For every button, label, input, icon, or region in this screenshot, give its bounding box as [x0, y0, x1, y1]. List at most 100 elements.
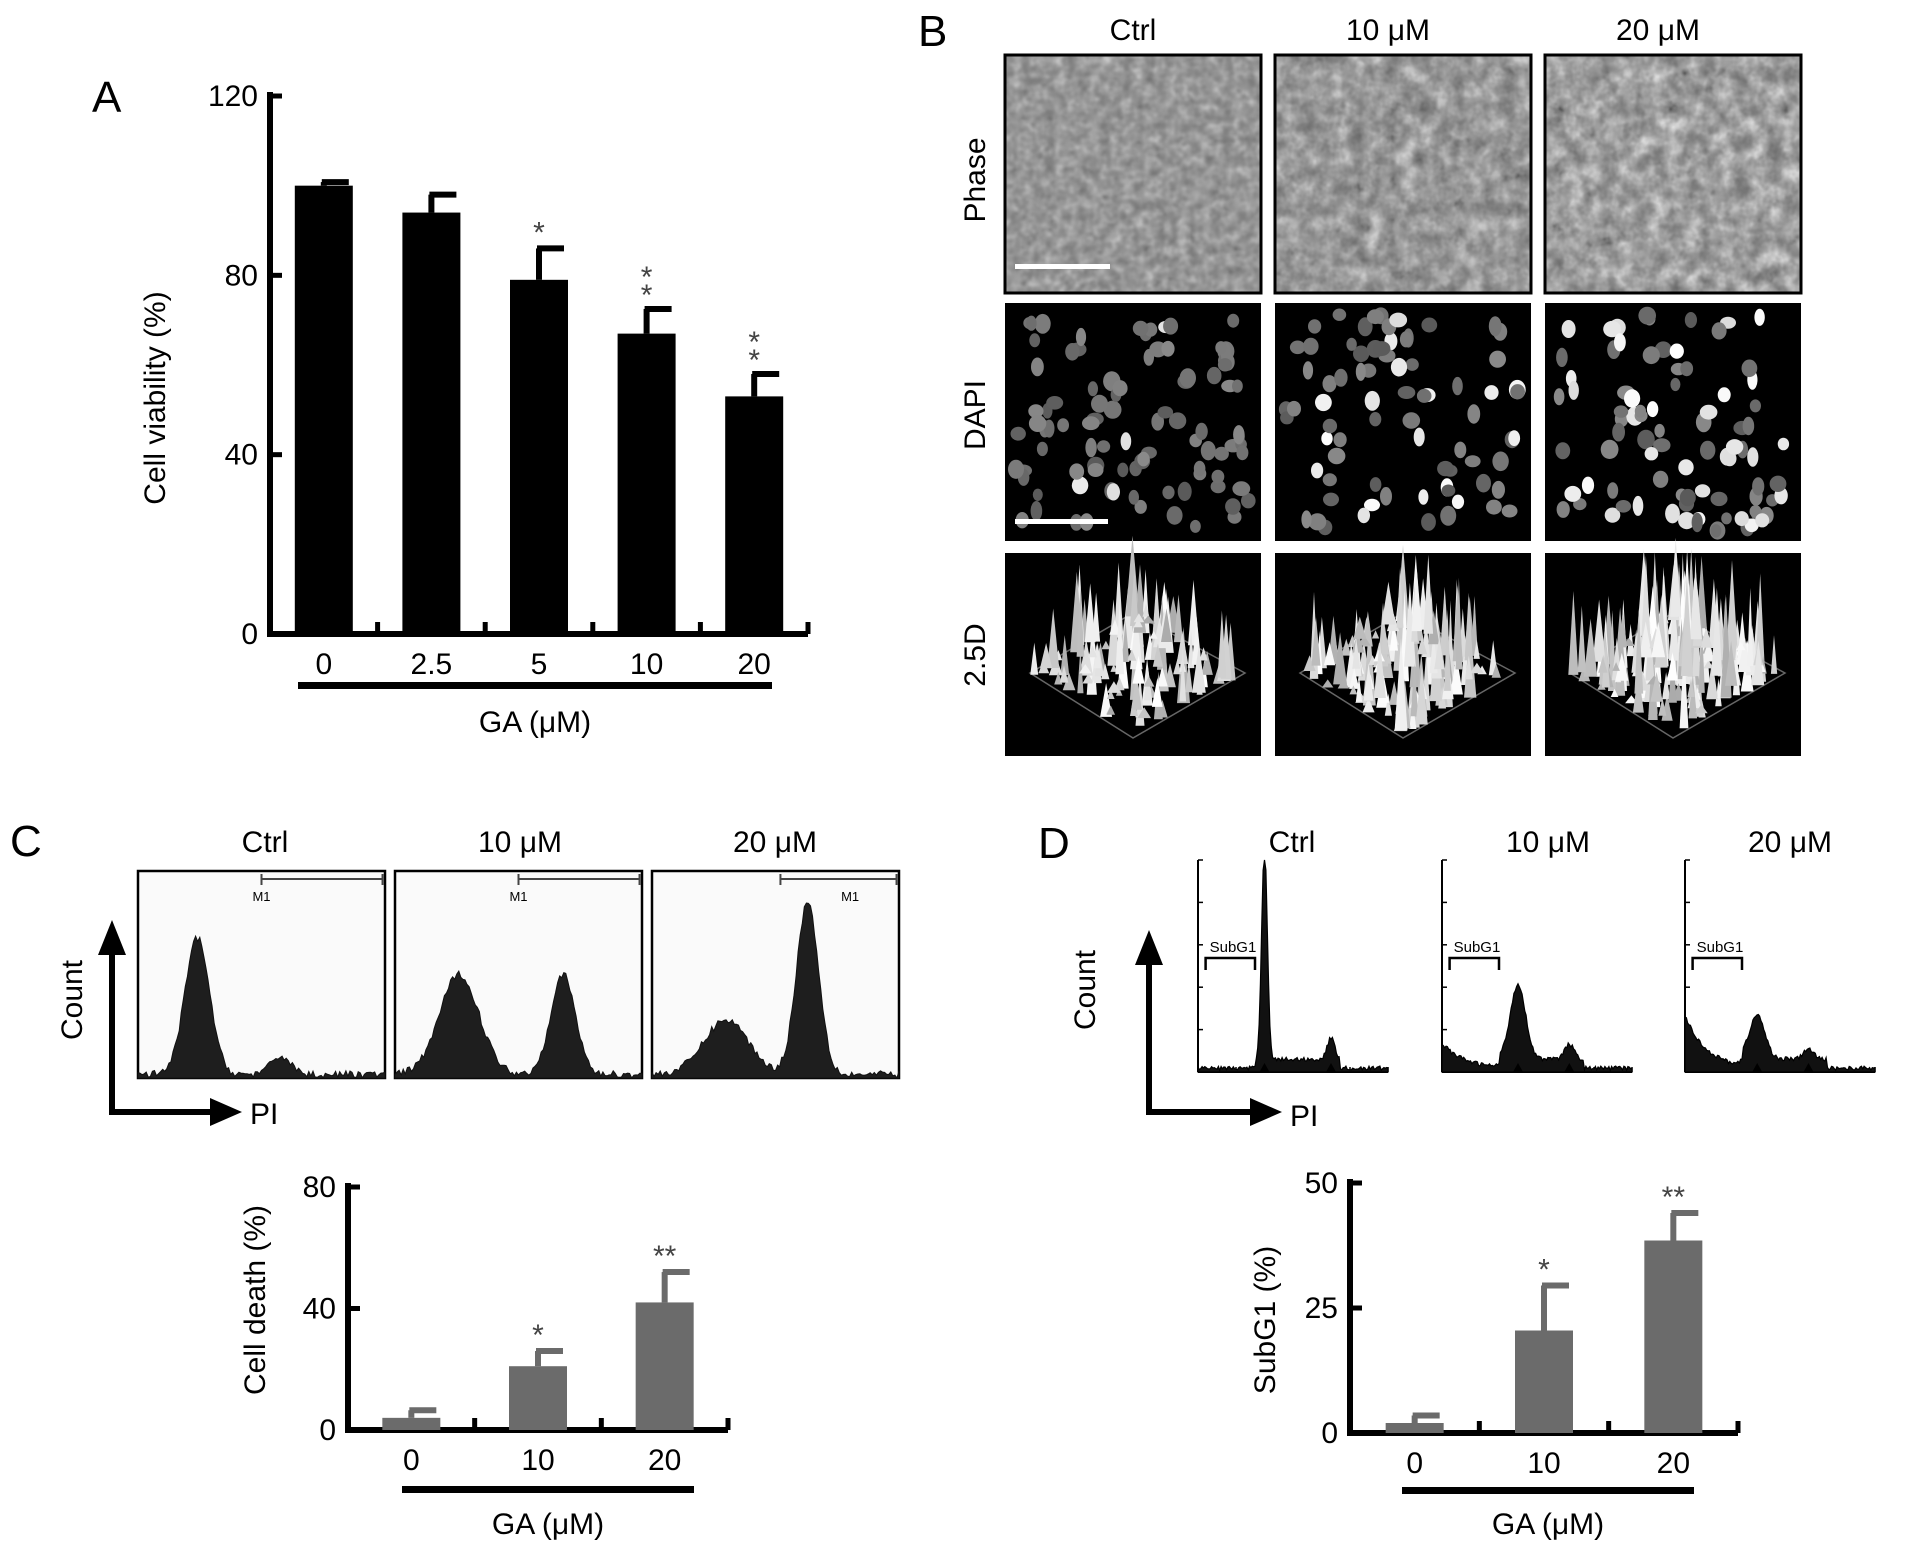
surface-peak: [1409, 617, 1422, 688]
panel-c-20uM-frame: [650, 869, 901, 1080]
surface-peak: [1217, 610, 1227, 678]
panel-a-significance-mark: *: [533, 216, 545, 249]
surface-peak: [1701, 641, 1715, 662]
nucleus: [1418, 489, 1429, 505]
nucleus: [1722, 450, 1737, 467]
panel-c-ctrl-gate-label: M1: [252, 889, 270, 904]
surface-plot-20uM: [1545, 537, 1801, 756]
surface-peak: [1747, 587, 1754, 666]
panel-d-title-20uM: 20 μM: [1748, 826, 1832, 859]
phase-image-ctrl: [1003, 53, 1263, 295]
nucleus: [1308, 319, 1322, 334]
surface-peak: [1662, 672, 1671, 700]
surface-peak: [1689, 569, 1702, 640]
nucleus: [1742, 416, 1755, 436]
scale-bar: [1015, 264, 1110, 269]
nucleus: [1508, 430, 1521, 447]
nucleus: [1120, 432, 1132, 451]
panel-a-bar: [617, 333, 676, 634]
nucleus: [1195, 422, 1208, 440]
nucleus: [1057, 418, 1069, 433]
panel-c-bar: [509, 1366, 567, 1430]
nucleus: [1132, 320, 1149, 336]
surface-peak: [1349, 668, 1360, 689]
panel-d-x-tick-label: 0: [1406, 1447, 1423, 1480]
panel-b-col-20uM: 20 μM: [1616, 14, 1700, 47]
panel-c-significance-mark: *: [532, 1319, 544, 1352]
nucleus: [1322, 473, 1337, 487]
nucleus: [1087, 463, 1104, 477]
surface-peak: [1133, 613, 1145, 623]
panel-c-axis-arrows: [98, 920, 242, 1126]
panel-a-bar: [510, 279, 568, 634]
panel-c-pi-label: PI: [250, 1098, 278, 1131]
dapi-image-10uM: [1275, 303, 1531, 541]
surface-peak: [1464, 655, 1473, 680]
surface-peak: [1040, 643, 1053, 669]
panel-d-ctrl-marker: [1259, 1063, 1270, 1072]
dapi-image-20uM: [1545, 303, 1801, 541]
nucleus: [1555, 442, 1571, 460]
panel-c-ctrl-histogram: [137, 934, 386, 1080]
surface-peak: [1411, 568, 1422, 632]
nucleus: [1206, 366, 1222, 385]
panel-d-title-ctrl: Ctrl: [1269, 826, 1316, 859]
nucleus: [1322, 375, 1337, 393]
panel-d-count-label: Count: [1069, 949, 1102, 1030]
surface-peak: [1680, 574, 1693, 676]
surface-peak: [1703, 660, 1714, 669]
nucleus: [1492, 451, 1509, 472]
nucleus: [1161, 340, 1175, 357]
nucleus: [1744, 518, 1759, 533]
panel-c-x-tick-label: 10: [521, 1444, 554, 1477]
panel-d-20uM-marker: [1803, 1063, 1814, 1072]
phase-image-20uM: [1543, 53, 1803, 295]
surface-peak: [1353, 616, 1367, 639]
nucleus: [1721, 512, 1732, 525]
nucleus: [1301, 510, 1312, 529]
surface-peak: [1639, 621, 1653, 658]
surface-peak: [1577, 605, 1586, 673]
surface-peak: [1444, 609, 1451, 691]
nucleus: [1491, 480, 1505, 499]
nucleus: [1026, 315, 1037, 331]
nucleus: [1437, 460, 1454, 477]
nucleus: [1440, 505, 1457, 526]
surface-peak: [1694, 704, 1708, 714]
nucleus: [1684, 312, 1697, 328]
nucleus: [1236, 445, 1249, 461]
nucleus: [1372, 341, 1391, 357]
nucleus: [1217, 358, 1233, 372]
panel-c-group-bar: [402, 1486, 694, 1493]
panel-a-x-tick-label: 0: [315, 648, 332, 681]
panel-a-x-tick-label: 10: [630, 648, 663, 681]
nucleus: [1777, 437, 1790, 451]
panel-c-y-tick-label: 0: [319, 1414, 336, 1447]
surface-peak: [1668, 592, 1680, 661]
surface-peak: [1115, 601, 1125, 675]
panel-a-significance-mark: *: [641, 279, 653, 312]
surface-peak: [1131, 674, 1142, 710]
surface-peak: [1650, 671, 1663, 702]
surface-peak: [1615, 652, 1629, 681]
nucleus: [1346, 337, 1357, 351]
nucleus: [1030, 501, 1043, 521]
nucleus: [1117, 462, 1129, 478]
panel-c-y-tick-label: 80: [303, 1171, 336, 1204]
surface-peak: [1337, 678, 1349, 689]
surface-peak: [1373, 640, 1386, 698]
panel-a-y-tick-label: 120: [208, 80, 258, 113]
nucleus: [1028, 404, 1044, 418]
surface-peak: [1357, 635, 1371, 646]
nucleus: [1010, 426, 1026, 441]
nucleus: [1166, 506, 1183, 525]
nucleus: [1669, 343, 1684, 359]
panel-d-title-10uM: 10 μM: [1506, 826, 1590, 859]
surface-peak: [1597, 681, 1606, 690]
surface-peak: [1711, 587, 1723, 676]
surface-peak: [1698, 615, 1705, 693]
surface-peak: [1333, 632, 1347, 685]
panel-d: D Ctrl 10 μM 20 μM SubG1 SubG1 SubG1 Count…: [1038, 819, 1876, 1541]
surface-peak: [1371, 630, 1380, 639]
